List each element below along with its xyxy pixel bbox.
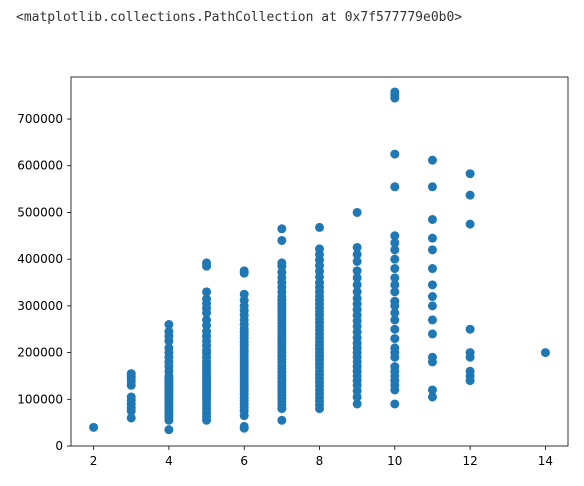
scatter-point: [427, 392, 437, 402]
scatter-point: [465, 169, 475, 179]
scatter-point: [239, 289, 249, 299]
scatter-point: [427, 315, 437, 325]
scatter-point: [427, 329, 437, 339]
scatter-point: [202, 294, 212, 304]
scatter-point: [390, 149, 400, 159]
scatter-point: [164, 425, 174, 435]
scatter-point: [277, 258, 287, 268]
scatter-point: [126, 392, 136, 402]
cell-output-text: <matplotlib.collections.PathCollection a…: [16, 10, 463, 25]
scatter-point: [390, 182, 400, 192]
scatter-point: [427, 264, 437, 274]
scatter-point: [352, 249, 362, 259]
scatter-point: [126, 413, 136, 423]
x-tick-label: 14: [538, 454, 553, 468]
y-tick-label: 0: [55, 439, 63, 453]
y-tick-label: 700000: [17, 112, 63, 126]
scatter-point: [164, 327, 174, 337]
scatter-point: [427, 301, 437, 311]
scatter-point: [427, 280, 437, 290]
scatter-point: [390, 231, 400, 241]
scatter-point: [465, 366, 475, 376]
scatter-point: [352, 273, 362, 283]
scatter-point: [427, 385, 437, 395]
scatter-point: [390, 287, 400, 297]
scatter-point: [465, 219, 475, 229]
scatter-point: [202, 258, 212, 268]
scatter-point: [352, 287, 362, 297]
scatter-point: [390, 273, 400, 283]
scatter-point: [427, 233, 437, 243]
scatter-point: [202, 287, 212, 297]
y-tick-label: 500000: [17, 205, 63, 219]
scatter-point: [315, 222, 324, 232]
scatter-point: [390, 254, 400, 264]
scatter-point: [427, 352, 437, 362]
scatter-point: [390, 238, 400, 248]
scatter-point: [89, 422, 99, 432]
scatter-point: [315, 244, 324, 254]
y-tick-label: 300000: [17, 299, 63, 313]
scatter-point: [390, 334, 400, 344]
scatter-point: [390, 324, 400, 334]
scatter-point: [390, 87, 400, 97]
x-tick-label: 2: [90, 454, 98, 468]
scatter-point: [390, 362, 400, 372]
scatter-point: [277, 235, 287, 245]
y-tick-label: 100000: [17, 392, 63, 406]
scatter-point: [352, 242, 362, 252]
scatter-point: [427, 182, 437, 192]
scatter-point: [465, 348, 475, 358]
scatter-point: [390, 308, 400, 318]
scatter-point: [427, 155, 437, 165]
scatter-point: [352, 293, 362, 303]
scatter-point: [390, 343, 400, 353]
scatter-point: [427, 245, 437, 255]
scatter-point: [427, 292, 437, 302]
scatter-point: [352, 257, 362, 266]
scatter-point: [239, 421, 249, 431]
y-tick-label: 600000: [17, 159, 63, 173]
scatter-point: [352, 207, 362, 217]
scatter-point: [390, 245, 400, 255]
y-tick-label: 400000: [17, 252, 63, 266]
scatter-point: [465, 190, 475, 200]
scatter-point: [202, 315, 212, 325]
x-tick-label: 6: [240, 454, 248, 468]
scatter-point: [390, 315, 400, 325]
scatter-point: [390, 264, 400, 274]
scatter-point: [390, 399, 400, 409]
scatter-point: [465, 324, 475, 334]
scatter-point: [164, 343, 174, 353]
x-tick-label: 10: [387, 454, 402, 468]
points-layer: [89, 87, 550, 435]
y-tick-label: 200000: [17, 346, 63, 360]
axes-layer: 2 4 6 8 10 12 14 0 100000 200000 300000 400000 50000…: [17, 76, 569, 468]
x-tick-label: 12: [462, 454, 477, 468]
scatter-point: [277, 415, 287, 425]
scatter-point: [427, 214, 437, 224]
scatter-point: [352, 280, 362, 290]
x-tick-label: 8: [316, 454, 324, 468]
scatter-point: [390, 280, 400, 290]
scatter-point: [164, 320, 174, 330]
scatter-point: [352, 266, 362, 276]
scatter-point: [126, 369, 136, 379]
scatter-point: [277, 224, 287, 234]
scatter-point: [540, 348, 550, 358]
scatter-point: [352, 399, 362, 409]
x-tick-label: 4: [165, 454, 173, 468]
scatter-point: [239, 266, 249, 276]
scatter-point: [390, 296, 400, 306]
